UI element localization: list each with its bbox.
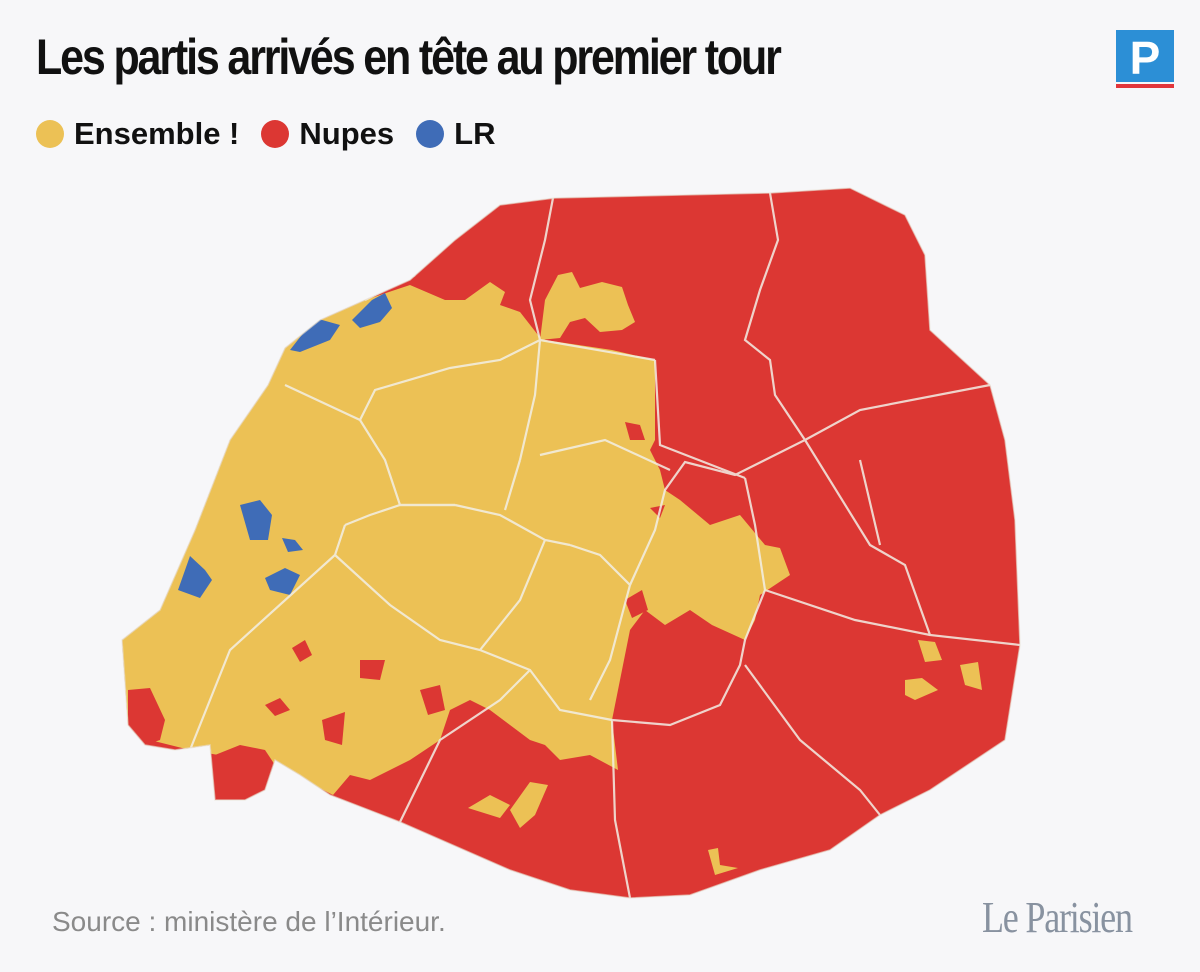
ensemble-north-patch: [540, 272, 635, 340]
ensemble-south-patch-3: [708, 848, 738, 875]
legend: Ensemble ! Nupes LR: [36, 116, 495, 152]
legend-dot-lr: [416, 120, 445, 148]
legend-label-ensemble: Ensemble !: [74, 116, 240, 151]
lr-west-patch-3: [265, 568, 300, 595]
lr-west-patch-4: [178, 556, 212, 598]
legend-dot-ensemble: [36, 120, 64, 148]
nupes-south-west-corner: [215, 745, 275, 800]
lr-west-patch-2: [282, 538, 303, 552]
nupes-patch-1: [292, 640, 312, 662]
source-note: Source : ministère de l’Intérieur.: [52, 906, 446, 937]
map-title: Les partis arrivés en tête au premier to…: [36, 29, 782, 85]
nupes-patch-6: [625, 422, 645, 440]
lr-north-west-patch-2: [352, 293, 392, 328]
ensemble-east-patch-2: [960, 662, 982, 690]
legend-item-lr: LR: [416, 116, 495, 152]
ensemble-south-patch-1: [468, 795, 510, 818]
nupes-patch-2: [265, 698, 290, 716]
legend-item-ensemble: Ensemble !: [36, 116, 239, 152]
lr-west-patch-1: [240, 500, 272, 540]
legend-label-lr: LR: [454, 116, 496, 151]
nupes-patch-4: [322, 712, 345, 745]
logo-letter: P: [1130, 32, 1161, 84]
nupes-patch-8: [625, 590, 648, 618]
ensemble-east-patch-3: [905, 678, 938, 700]
le-parisien-p-logo: P: [1116, 30, 1174, 88]
nupes-south-west-patch: [128, 688, 165, 745]
ensemble-east-patch-1: [918, 640, 942, 662]
arrondissement-borders: [188, 192, 1020, 898]
nupes-patch-3: [360, 660, 385, 680]
legend-label-nupes: Nupes: [299, 116, 395, 151]
le-parisien-wordmark: Le Parisien: [982, 893, 1133, 942]
legend-dot-nupes: [261, 120, 290, 148]
lr-north-west-patch-1: [290, 318, 340, 352]
ensemble-west-center-region: [122, 282, 790, 795]
legend-item-nupes: Nupes: [261, 116, 394, 152]
ensemble-south-patch-2: [510, 782, 548, 828]
paris-outline: [121, 187, 1021, 899]
nupes-patch-5: [420, 685, 445, 715]
